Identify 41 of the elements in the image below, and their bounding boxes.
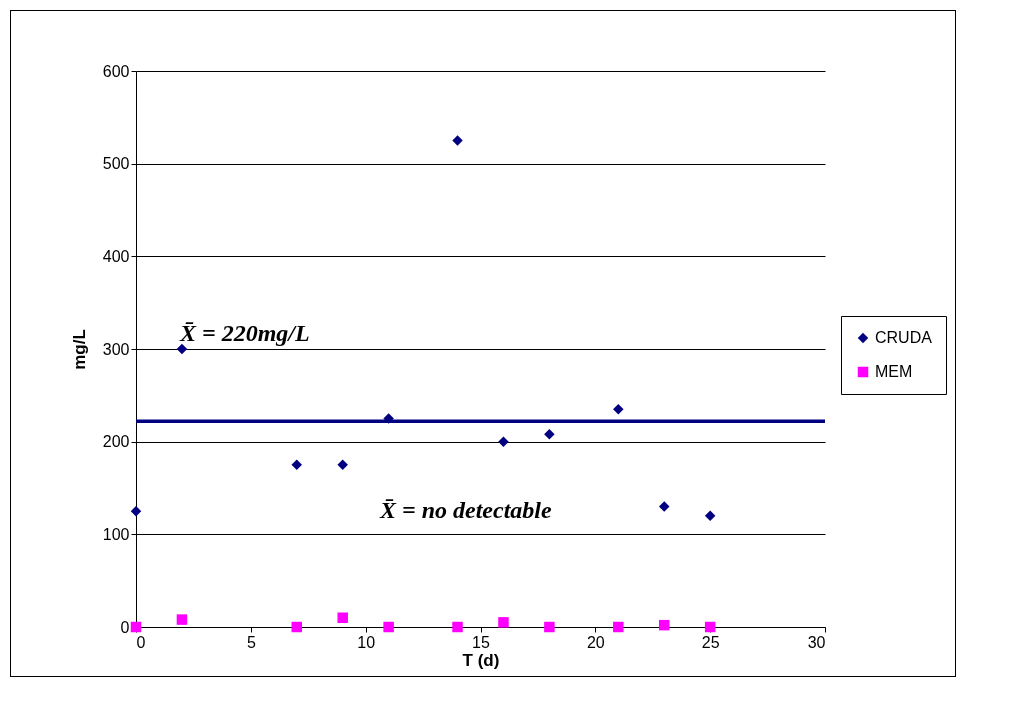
point <box>704 621 716 633</box>
y-tick-label: 0 <box>120 618 130 636</box>
point <box>498 436 509 447</box>
x-tick-label: 10 <box>357 633 376 651</box>
point <box>291 621 303 633</box>
annotation: X̄ = no detectable <box>379 497 552 523</box>
point <box>658 501 670 512</box>
y-tick-label: 200 <box>102 433 130 451</box>
point <box>544 429 555 440</box>
y-axis-title: mg/L <box>69 329 89 370</box>
y-tick-label: 100 <box>102 525 130 543</box>
y-tick-label: 300 <box>102 340 130 358</box>
point <box>544 621 555 633</box>
point <box>498 617 509 628</box>
point <box>337 612 348 623</box>
point <box>176 614 188 625</box>
x-tick-label: 15 <box>472 633 490 651</box>
legend-label: CRUDA <box>875 329 933 346</box>
y-tick-label: 600 <box>102 62 130 80</box>
x-tick-label: 25 <box>701 633 720 651</box>
point <box>658 619 670 631</box>
point <box>704 510 716 522</box>
x-tick-label: 30 <box>807 633 826 651</box>
point <box>176 343 188 355</box>
y-tick-label: 500 <box>102 155 130 173</box>
point <box>337 459 348 471</box>
point <box>291 459 303 471</box>
point <box>613 621 624 633</box>
x-tick-label: 5 <box>246 633 256 651</box>
x-axis-title: T (d) <box>462 650 500 670</box>
point <box>383 621 394 633</box>
point <box>452 135 463 146</box>
point <box>613 403 624 415</box>
y-tick-label: 400 <box>102 247 130 265</box>
point <box>452 621 463 633</box>
x-tick-label: 20 <box>586 633 605 651</box>
legend-label: MEM <box>875 363 913 380</box>
point <box>130 505 142 517</box>
point <box>130 621 142 633</box>
annotation: X̄ = 220mg/L <box>179 320 310 346</box>
x-tick-label: 0 <box>136 633 146 651</box>
